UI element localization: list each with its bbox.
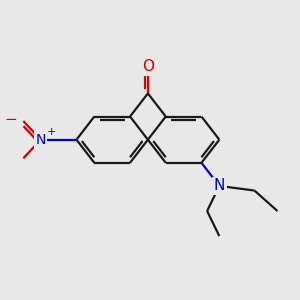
Text: +: + bbox=[47, 127, 56, 137]
Text: N: N bbox=[214, 178, 225, 194]
Text: O: O bbox=[142, 59, 154, 74]
Text: N: N bbox=[36, 133, 46, 147]
Text: −: − bbox=[4, 112, 17, 127]
